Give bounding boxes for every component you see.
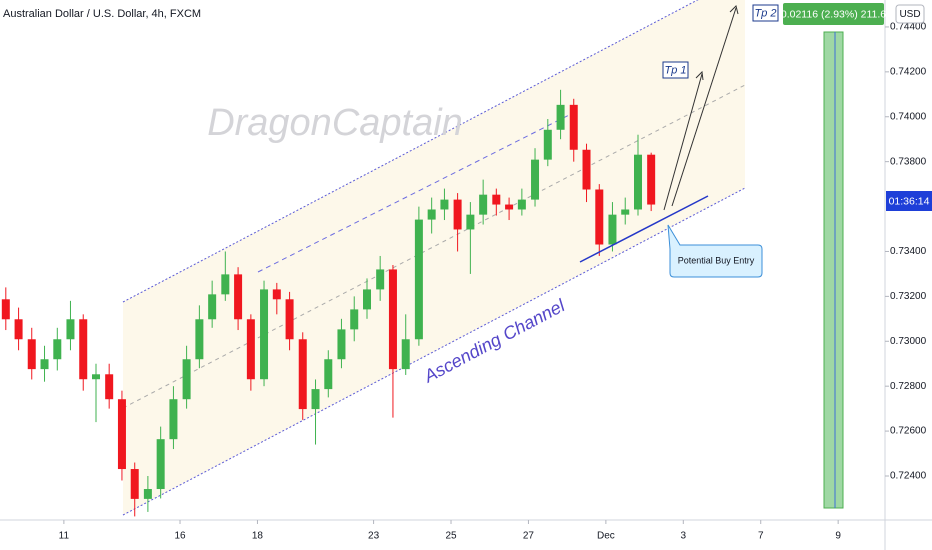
y-tick-label: 0.73800 [890, 156, 927, 167]
tp-label: Tp 1 [664, 64, 686, 76]
candle-body [1, 299, 10, 320]
countdown-tag [886, 191, 932, 211]
chart-title: Australian Dollar / U.S. Dollar, 4h, FXC… [3, 8, 201, 20]
currency-button[interactable] [895, 4, 925, 24]
x-tick-label: 18 [252, 531, 264, 542]
x-tick-label: 11 [59, 531, 70, 542]
candle-body [311, 389, 320, 410]
candle-body [595, 189, 604, 245]
arrow-head [695, 70, 704, 81]
x-tick-label: 3 [681, 531, 687, 542]
candle-body [27, 339, 36, 370]
candle-body [208, 294, 217, 320]
candle-body [260, 289, 269, 380]
countdown: 01:36:14 [889, 195, 930, 207]
candle-body [40, 359, 49, 370]
plot [1, 89, 656, 517]
tp-box [662, 61, 689, 79]
candle-body [492, 194, 501, 205]
candle-body [479, 194, 488, 215]
y-tick-label: 0.72600 [890, 426, 927, 437]
channel-fill [123, 0, 745, 515]
candle-body [401, 339, 410, 370]
arrow-tp1 [663, 73, 703, 211]
y-tick-label: 0.73000 [890, 336, 927, 347]
candle-body [53, 339, 62, 360]
y-tick-label: 0.73200 [890, 291, 927, 302]
candle-body [556, 104, 565, 130]
candle-body [350, 309, 359, 330]
candle-body [246, 319, 255, 380]
tp-box [752, 4, 779, 22]
currency[interactable]: USD [899, 9, 920, 20]
candle-body [440, 199, 449, 210]
arrow-tp2 [671, 7, 737, 207]
candle-body [505, 204, 514, 210]
channel-mid [122, 84, 746, 409]
candle-body [543, 129, 552, 160]
candle-body [388, 269, 397, 370]
channel-upper [122, 0, 699, 303]
candle-body [195, 319, 204, 360]
candle-body [182, 359, 191, 400]
x-tick-label: 27 [523, 531, 535, 542]
candle-body [337, 329, 346, 360]
candle-body [143, 489, 152, 499]
arrow-head [729, 5, 739, 15]
position-box [823, 31, 844, 509]
candle-body [105, 374, 114, 400]
candle-body [376, 269, 385, 290]
y-tick-label: 0.72400 [890, 471, 927, 482]
candle-body [79, 319, 88, 380]
candle-body [453, 199, 462, 230]
y-tick-label: 0.74200 [890, 66, 927, 77]
candle-body [466, 214, 475, 230]
axes: 0.72400 0.72600 0.72800 0.73000 0.73200 0.734… [59, 22, 927, 542]
y-tick-label: 0.73400 [890, 246, 927, 257]
candle-body [66, 319, 75, 340]
candle-body [531, 159, 540, 200]
x-tick-label: 25 [445, 531, 457, 542]
position-label: 0.02116 (2.93%) 211.6 [781, 8, 886, 20]
callout [667, 224, 763, 278]
x-tick-label: 7 [758, 531, 764, 542]
candle-body [647, 154, 656, 205]
candle-body [582, 149, 591, 190]
x-tick-label: 9 [835, 531, 841, 542]
candle-body [117, 399, 126, 470]
candle-body [414, 219, 423, 340]
callout-label: Potential Buy Entry [678, 255, 755, 265]
candle-body [169, 399, 178, 440]
candle-body [234, 274, 243, 320]
candle-body [285, 299, 294, 340]
candle-body [324, 359, 333, 390]
tp-label: Tp 2 [754, 7, 776, 19]
support-line [579, 195, 709, 263]
x-tick-label: 16 [174, 531, 186, 542]
x-tick-label: Dec [597, 531, 615, 542]
candle-body [634, 154, 643, 210]
candle-body [14, 319, 23, 340]
candle-body [621, 209, 630, 215]
candle-body [272, 289, 281, 300]
y-tick-label: 0.74400 [890, 22, 927, 33]
position-tag [783, 3, 884, 25]
y-tick-label: 0.74000 [890, 111, 927, 122]
candle-body [517, 199, 526, 210]
candle-body [92, 374, 101, 380]
candle-body [363, 289, 372, 310]
candle-body [427, 209, 436, 220]
candle-body [221, 274, 230, 295]
candle-body [608, 214, 617, 245]
channel-lower [122, 187, 746, 516]
candle-body [130, 469, 139, 499]
x-tick-label: 23 [368, 531, 380, 542]
candle-body [156, 439, 165, 490]
candle-body [298, 339, 307, 410]
watermark: DragonCaptain [207, 102, 463, 144]
y-tick-label: 0.72800 [890, 381, 927, 392]
candle-body [569, 104, 578, 150]
